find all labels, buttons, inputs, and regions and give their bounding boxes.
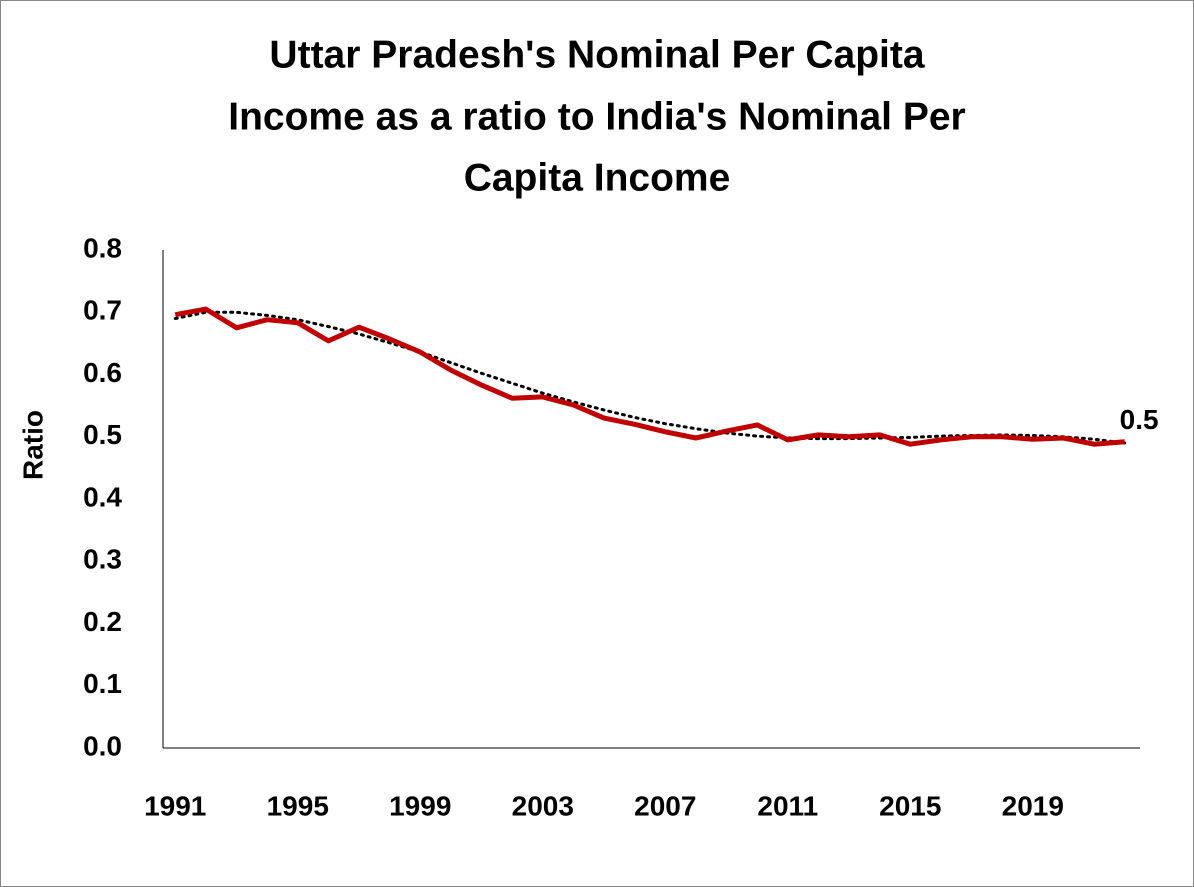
y-tick-label: 0.3 (83, 544, 122, 575)
y-tick-label: 0.1 (83, 668, 122, 699)
x-tick-label: 1999 (389, 790, 451, 821)
y-tick-label: 0.5 (83, 419, 122, 450)
x-tick-label: 1995 (267, 790, 329, 821)
y-tick-label: 0.7 (83, 295, 122, 326)
chart-title: Capita Income (464, 156, 731, 199)
chart-title: Uttar Pradesh's Nominal Per Capita (269, 33, 924, 76)
y-tick-label: 0.2 (83, 606, 122, 637)
data-line (174, 306, 1125, 447)
x-tick-label: 2007 (634, 790, 696, 821)
y-tick-label: 0.8 (83, 232, 122, 263)
x-tick-label: 2003 (512, 790, 574, 821)
x-tick-label: 2019 (1002, 790, 1064, 821)
chart-title: Income as a ratio to India's Nominal Per (228, 95, 965, 138)
x-tick-label: 1991 (144, 790, 206, 821)
y-tick-label: 0.0 (83, 730, 122, 761)
y-axis-label: Ratio (17, 410, 48, 480)
y-tick-label: 0.6 (83, 357, 122, 388)
x-tick-label: 2015 (879, 790, 941, 821)
data-label: 0.5 (1120, 404, 1159, 435)
y-tick-label: 0.4 (83, 481, 122, 512)
x-tick-label: 2011 (757, 790, 818, 821)
